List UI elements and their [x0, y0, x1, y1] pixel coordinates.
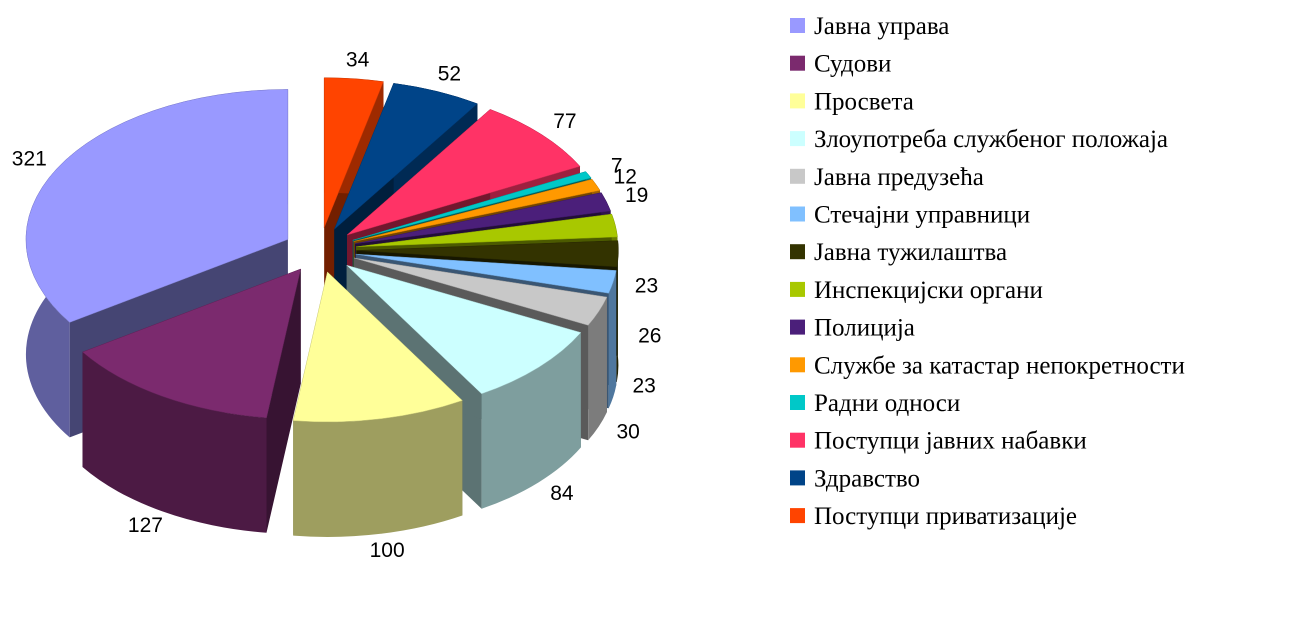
slice-side	[481, 332, 581, 509]
slice-side	[616, 240, 619, 382]
value-label: 321	[12, 148, 47, 171]
legend-swatch	[790, 357, 805, 373]
legend-label: Инспекцијски органи	[814, 277, 1043, 304]
slice	[323, 77, 384, 228]
slice	[353, 257, 608, 326]
legend-swatch	[790, 131, 805, 147]
legend-swatch	[790, 281, 805, 297]
legend-swatch	[790, 206, 805, 222]
legend-label: Поступци јавних набавки	[814, 428, 1087, 455]
legend-label: Јавна тужилаштва	[814, 239, 1007, 266]
slice-side	[608, 270, 617, 409]
legend-label: Стечајни управници	[814, 202, 1030, 229]
legend-label: Полиција	[814, 315, 915, 342]
slice-side	[293, 400, 463, 537]
legend-swatch	[790, 55, 805, 71]
slice	[334, 83, 478, 230]
slice-side	[588, 297, 607, 441]
legend-swatch	[790, 18, 805, 33]
slice	[25, 89, 289, 323]
value-label: 7	[611, 154, 623, 177]
pie-tops	[25, 77, 619, 423]
legend-label: Судови	[814, 51, 891, 78]
value-label: 26	[638, 325, 661, 348]
legend: Јавна управа Судови Просвета Злоупотреба сл…	[790, 13, 1185, 530]
value-label: 52	[438, 62, 461, 85]
legend-swatch	[790, 319, 805, 335]
value-label: 19	[625, 184, 648, 207]
slice	[292, 271, 463, 423]
legend-swatch	[790, 395, 805, 410]
legend-label: Јавна управа	[814, 13, 949, 40]
legend-label: Службе за катастар непокретности	[814, 352, 1185, 379]
slice	[82, 268, 302, 418]
slice	[355, 213, 618, 248]
legend-label: Јавна предузећа	[814, 164, 984, 191]
value-label: 23	[635, 275, 658, 298]
legend-swatch	[790, 93, 805, 109]
value-label: 23	[632, 375, 655, 398]
slice	[346, 109, 581, 236]
value-label: 84	[550, 482, 574, 505]
value-label: 127	[128, 514, 163, 537]
legend-label: Радни односи	[814, 390, 960, 417]
slice	[356, 240, 619, 268]
legend-label: Здравство	[814, 465, 920, 492]
value-label: 30	[616, 420, 639, 443]
slice	[346, 264, 582, 395]
legend-swatch	[790, 244, 805, 260]
legend-swatch	[790, 168, 805, 184]
legend-swatch	[790, 432, 805, 448]
legend-label: Злоупотреба службеног положаја	[814, 126, 1168, 153]
slice	[355, 253, 617, 294]
legend-label: Поступци приватизације	[814, 503, 1077, 530]
slice-side	[266, 269, 301, 533]
value-label: 100	[370, 539, 405, 562]
legend-swatch	[790, 508, 805, 524]
value-label: 77	[553, 110, 576, 133]
slice	[354, 192, 611, 244]
value-label: 12	[614, 165, 637, 188]
slice	[353, 178, 601, 242]
slice	[352, 171, 592, 241]
legend-swatch	[790, 470, 805, 486]
legend-label: Просвета	[814, 88, 914, 115]
slice-side	[82, 351, 267, 533]
value-label: 34	[346, 48, 370, 71]
